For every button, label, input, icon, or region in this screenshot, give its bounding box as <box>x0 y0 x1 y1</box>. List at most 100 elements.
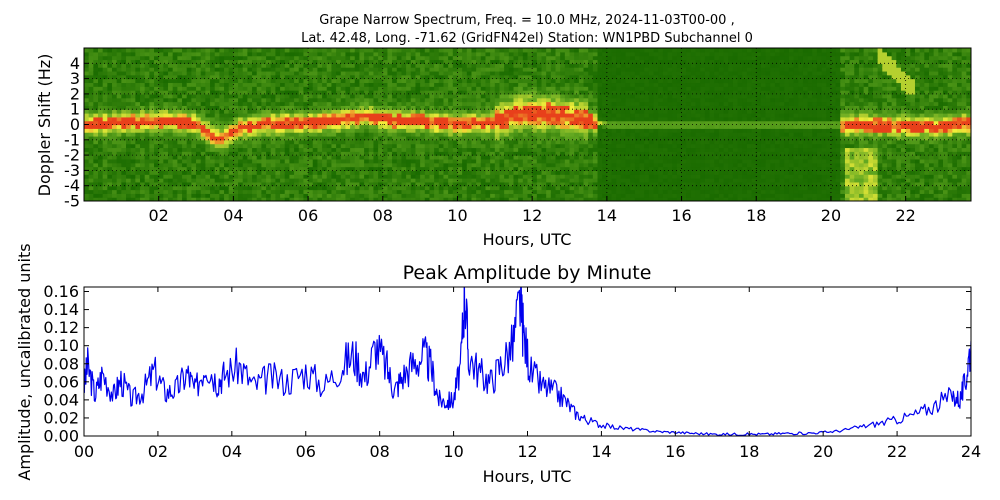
heatmap-cell <box>504 51 510 57</box>
heatmap-cell <box>256 132 262 137</box>
heatmap-cell <box>219 74 225 80</box>
heatmap-cell <box>266 63 272 68</box>
heatmap-cell <box>354 132 361 137</box>
heatmap-cell <box>93 86 99 91</box>
heatmap-cell <box>214 143 220 149</box>
heatmap-cell <box>331 109 337 114</box>
heatmap-cell <box>266 59 272 64</box>
heatmap-cell <box>93 155 99 160</box>
heatmap-cell <box>443 90 449 95</box>
heatmap-cell <box>256 78 262 84</box>
heatmap-cell <box>182 67 188 72</box>
heatmap-cell <box>546 51 552 57</box>
heatmap-cell <box>420 155 426 160</box>
heatmap-cell <box>112 166 118 171</box>
heatmap-cell <box>359 82 365 87</box>
heatmap-cell <box>480 78 487 84</box>
heatmap-cell <box>88 55 94 61</box>
heatmap-cell <box>270 189 277 194</box>
heatmap-cell <box>452 97 459 103</box>
heatmap-cell <box>149 135 155 141</box>
heatmap-cell <box>578 55 585 61</box>
heatmap-cell <box>336 135 342 141</box>
heatmap-cell <box>168 82 174 87</box>
heatmap-cell <box>546 178 552 183</box>
heatmap-cell <box>130 101 136 106</box>
heatmap-cell <box>224 162 230 168</box>
heatmap-cell <box>266 135 272 141</box>
heatmap-cell <box>466 128 473 133</box>
heatmap-cell <box>625 70 631 76</box>
heatmap-cell <box>522 132 529 137</box>
heatmap-cell <box>513 59 519 64</box>
heatmap-cell <box>284 59 291 64</box>
heatmap-cell <box>653 51 659 57</box>
heatmap-cell <box>438 193 445 198</box>
heatmap-cell <box>284 116 291 122</box>
heatmap-cell <box>102 178 108 183</box>
heatmap-cell <box>373 174 379 179</box>
heatmap-cell <box>490 120 496 126</box>
heatmap-cell <box>620 189 627 194</box>
heatmap-cell <box>242 51 248 57</box>
heatmap-cell <box>490 109 496 114</box>
heatmap-cell <box>116 78 122 84</box>
heatmap-cell <box>490 97 496 103</box>
heatmap-cell <box>494 162 501 168</box>
heatmap-cell <box>606 59 613 64</box>
heatmap-cell <box>102 128 108 133</box>
heatmap-cell <box>205 78 211 84</box>
heatmap-cell <box>266 86 272 91</box>
heatmap-cell <box>518 113 524 118</box>
heatmap-cell <box>504 166 510 171</box>
heatmap-cell <box>224 185 230 191</box>
heatmap-cell <box>98 147 104 152</box>
heatmap-cell <box>630 132 636 137</box>
heatmap-cell <box>317 97 323 103</box>
heatmap-cell <box>392 78 398 84</box>
heatmap-cell <box>532 105 538 110</box>
heatmap-cell <box>387 158 393 164</box>
heatmap-cell <box>121 124 127 129</box>
heatmap-cell <box>462 197 468 201</box>
heatmap-cell <box>298 90 305 95</box>
heatmap-cell <box>224 143 230 149</box>
heatmap-cell <box>564 128 571 133</box>
heatmap-cell <box>490 155 496 160</box>
heatmap-cell <box>639 109 645 114</box>
heatmap-cell <box>317 105 323 110</box>
heatmap-cell <box>163 59 169 64</box>
heatmap-cell <box>546 158 552 164</box>
heatmap-cell <box>578 93 585 99</box>
heatmap-cell <box>518 97 524 103</box>
heatmap-cell <box>653 151 659 156</box>
heatmap-cell <box>536 59 543 64</box>
heatmap-cell <box>368 155 375 160</box>
heatmap-cell <box>438 147 445 152</box>
heatmap-cell <box>144 151 150 156</box>
heatmap-cell <box>513 55 519 61</box>
heatmap-cell <box>644 181 650 187</box>
heatmap-cell <box>298 174 305 179</box>
heatmap-cell <box>280 132 286 137</box>
heatmap-cell <box>196 189 202 194</box>
heatmap-cell <box>522 78 529 84</box>
heatmap-cell <box>658 143 664 149</box>
heatmap-cell <box>158 78 164 84</box>
heatmap-cell <box>107 143 113 149</box>
heatmap-cell <box>368 197 375 201</box>
heatmap-cell <box>392 93 398 99</box>
heatmap-cell <box>401 74 407 80</box>
heatmap-cell <box>266 178 272 183</box>
heatmap-cell <box>186 166 192 171</box>
heatmap-cell <box>298 124 305 129</box>
heatmap-cell <box>532 55 538 61</box>
heatmap-cell <box>308 101 314 106</box>
heatmap-cell <box>448 101 454 106</box>
heatmap-cell <box>140 128 146 133</box>
heatmap-cell <box>634 158 641 164</box>
heatmap-cell <box>625 109 631 114</box>
heatmap-cell <box>588 86 594 91</box>
heatmap-cell <box>275 128 281 133</box>
heatmap-cell <box>527 143 533 149</box>
